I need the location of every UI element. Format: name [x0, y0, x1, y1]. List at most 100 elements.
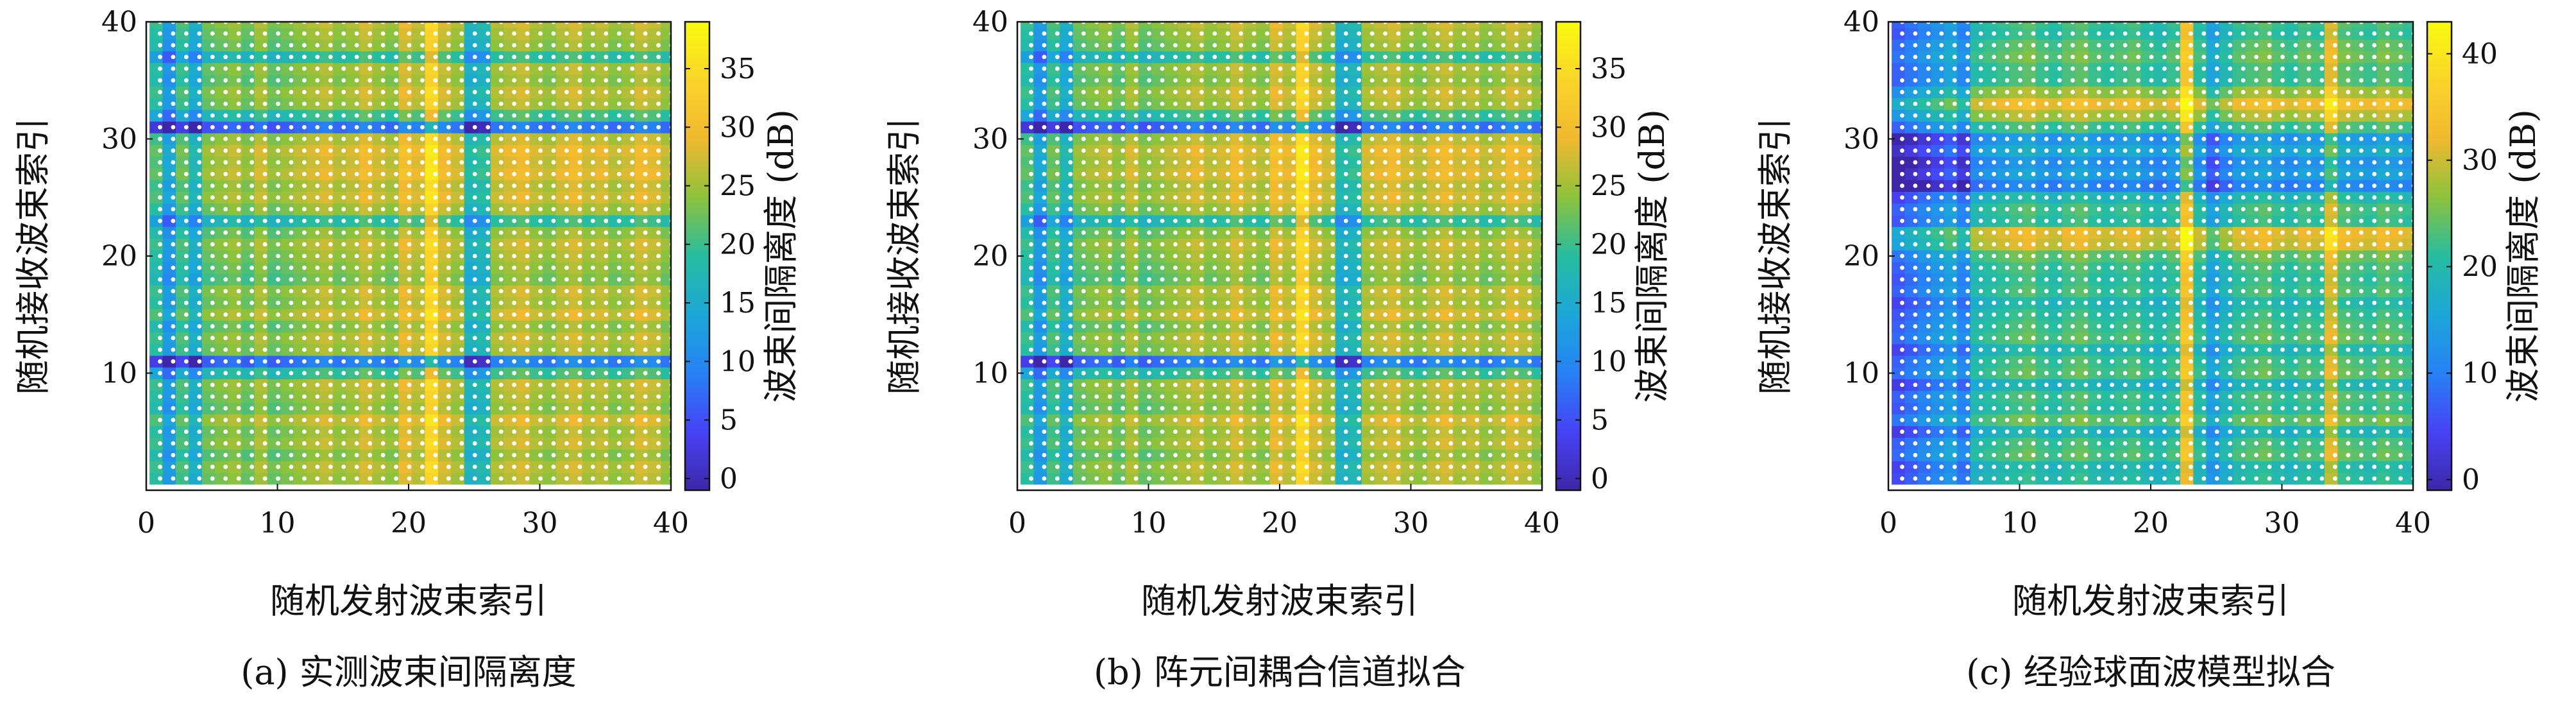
heatmap-cell [215, 437, 229, 450]
heatmap-cell [398, 28, 412, 40]
heatmap-cell [1493, 461, 1507, 473]
sample-point [590, 476, 595, 481]
sample-point [354, 113, 359, 118]
heatmap-cell [333, 238, 347, 251]
heatmap-cell [333, 285, 347, 298]
sample-point [420, 230, 425, 235]
sample-point [512, 184, 517, 188]
heatmap-cell [1519, 133, 1533, 145]
heatmap-cell [1453, 402, 1467, 415]
heatmap-cell [162, 180, 176, 192]
heatmap-cell [1296, 121, 1310, 133]
sample-point [656, 452, 661, 458]
heatmap-cell [608, 227, 622, 239]
sample-point [1239, 465, 1244, 469]
sample-point [577, 230, 582, 235]
sample-point [328, 160, 333, 165]
heatmap-cell [1060, 203, 1074, 216]
heatmap-cell [556, 332, 570, 345]
sample-point [250, 429, 255, 434]
heatmap-cell [307, 414, 321, 426]
heatmap-cell [280, 98, 294, 110]
sample-point [368, 324, 373, 329]
heatmap-cell [595, 437, 609, 450]
heatmap-cell [608, 309, 622, 321]
heatmap-cell [1151, 285, 1165, 298]
sample-point [236, 218, 241, 223]
sample-point [1212, 476, 1217, 481]
sample-point [616, 55, 622, 60]
heatmap-cell [477, 461, 491, 473]
heatmap-cell [1178, 390, 1192, 403]
sample-point [643, 253, 648, 259]
heatmap-cell [189, 273, 203, 286]
sample-point [354, 184, 359, 188]
heatmap-cell [1440, 238, 1454, 251]
sample-point [315, 230, 320, 235]
heatmap-cell [372, 343, 386, 356]
heatmap-cell [1466, 215, 1480, 227]
sample-point [1107, 441, 1112, 446]
heatmap-cell [1204, 355, 1218, 368]
sample-point [210, 277, 215, 282]
heatmap-cell [1125, 168, 1139, 180]
sample-point [564, 148, 569, 153]
heatmap-cell [530, 309, 544, 321]
heatmap-cell [1125, 133, 1139, 145]
heatmap-cell [1505, 262, 1520, 274]
sample-point [1068, 441, 1073, 446]
heatmap-cell [1165, 191, 1178, 204]
heatmap-cell [1112, 309, 1126, 321]
heatmap-cell [294, 109, 307, 122]
sample-point [643, 31, 648, 36]
sample-point [341, 137, 346, 141]
sample-point [394, 371, 398, 375]
heatmap-cell [543, 144, 557, 157]
sample-point [223, 101, 228, 107]
heatmap-cell [386, 51, 400, 64]
sample-point [210, 441, 215, 446]
heatmap-cell [1217, 309, 1231, 321]
sample-point [407, 90, 412, 94]
heatmap-cell [1139, 133, 1153, 145]
sample-point [656, 230, 661, 235]
sample-point [302, 43, 307, 47]
sample-point [446, 324, 451, 329]
heatmap-cell [1335, 309, 1349, 321]
sample-point [197, 113, 202, 118]
heatmap-cell [189, 168, 203, 180]
sample-point [368, 277, 373, 282]
heatmap-cell [1139, 414, 1153, 426]
heatmap-cell [1033, 227, 1047, 239]
sample-point [183, 207, 189, 212]
heatmap-cell [1309, 390, 1323, 403]
sample-point [328, 148, 333, 153]
sample-point [643, 300, 648, 305]
heatmap-cell [294, 156, 307, 169]
heatmap-cell [1178, 367, 1192, 379]
sample-point [341, 406, 346, 411]
heatmap-cell [425, 74, 439, 87]
heatmap-cell [1165, 215, 1178, 227]
sample-point [302, 101, 307, 107]
heatmap-cell [1322, 285, 1336, 298]
heatmap-cell [346, 390, 360, 403]
heatmap-cell [1112, 296, 1126, 309]
sample-point [1029, 465, 1033, 469]
heatmap-cell [307, 379, 321, 391]
heatmap-cell [412, 461, 425, 473]
heatmap-cell [530, 379, 544, 391]
sample-point [564, 137, 569, 141]
sample-point [420, 359, 425, 364]
sample-point [302, 336, 307, 341]
heatmap-cell [1047, 472, 1060, 485]
sample-point [250, 242, 255, 247]
sample-point [616, 476, 622, 481]
sample-point [262, 359, 267, 364]
heatmap-cell [1033, 133, 1047, 145]
heatmap-cell [490, 332, 504, 345]
sample-point [1081, 441, 1086, 446]
heatmap-cell [516, 390, 530, 403]
heatmap-cell [1099, 390, 1113, 403]
heatmap-cell [622, 425, 636, 438]
